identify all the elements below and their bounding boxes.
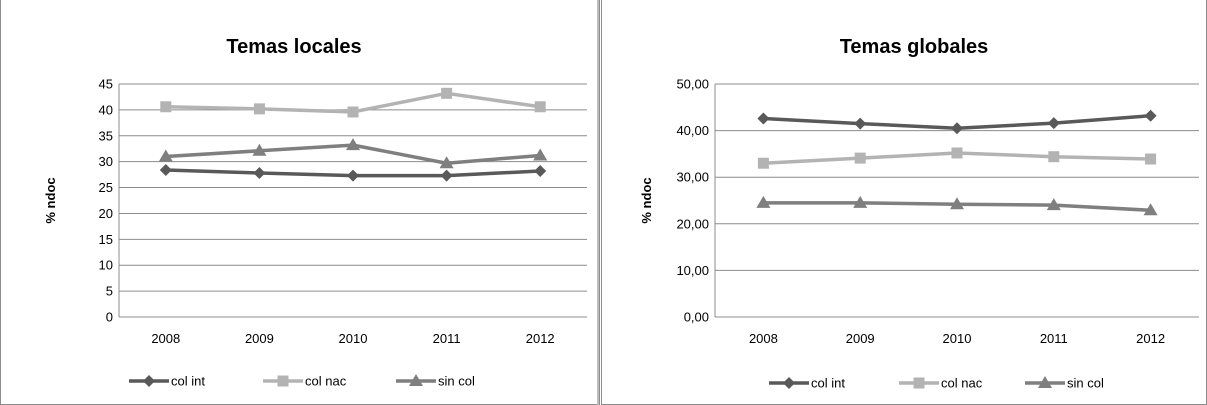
temas-globales-legend-label: col nac	[941, 376, 983, 391]
temas-globales-legend-item-col-int: col int	[769, 376, 845, 391]
temas-locales-point-sin-col	[158, 149, 173, 162]
temas-globales-y-tick-label: 50,00	[676, 77, 709, 92]
panel-divider	[597, 0, 599, 405]
temas-locales-point-col-nac	[253, 103, 265, 115]
temas-globales-y-tick-label: 0,00	[684, 310, 709, 325]
temas-globales-point-sin-col	[756, 195, 771, 208]
temas-locales-legend-item-sin-col: sin col	[396, 374, 475, 389]
temas-globales-legend-item-sin-col: sin col	[1025, 376, 1104, 391]
temas-locales-y-tick-label: 35	[99, 128, 113, 143]
temas-globales-x-tick-label: 2008	[749, 331, 778, 346]
temas-globales-title: Temas globales	[840, 36, 989, 58]
temas-locales-point-sin-col	[533, 148, 548, 161]
temas-locales-series-sin-col	[158, 138, 548, 169]
temas-globales-y-tick-label: 30,00	[676, 170, 709, 185]
temas-locales-x-tick-label: 2008	[151, 331, 180, 346]
temas-locales-point-sin-col	[252, 143, 267, 156]
temas-locales-y-axis-label: % ndoc	[43, 177, 58, 223]
temas-locales-y-tick-label: 20	[99, 206, 113, 221]
temas-globales-legend-item-col-nac: col nac	[899, 376, 983, 391]
temas-globales-point-sin-col	[853, 195, 868, 208]
temas-globales-legend-marker-col-int	[783, 377, 795, 389]
temas-locales-series-col-int	[159, 163, 547, 182]
temas-locales-y-tick-label: 15	[99, 232, 113, 247]
temas-globales-y-tick-label: 20,00	[676, 216, 709, 231]
temas-locales-point-col-nac	[160, 101, 172, 113]
temas-locales-y-tick-label: 5	[106, 284, 113, 299]
temas-globales-legend-label: sin col	[1067, 376, 1104, 391]
temas-locales-point-col-int	[534, 164, 547, 177]
temas-globales-point-col-int	[854, 117, 867, 130]
temas-locales-x-tick-label: 2010	[339, 331, 368, 346]
temas-globales-point-col-nac	[951, 147, 963, 159]
temas-globales-x-tick-label: 2011	[1040, 331, 1068, 346]
temas-locales-x-tick-label: 2009	[245, 331, 274, 346]
temas-locales-y-tick-label: 10	[99, 258, 113, 273]
temas-globales-series-sin-col	[756, 195, 1158, 216]
temas-globales-x-tick-label: 2010	[943, 331, 972, 346]
temas-locales-point-col-nac	[441, 87, 453, 99]
chart-panel-temas-locales: Temas locales % ndoc 0 5 10 15 20 25 30 35 40 45 200…	[0, 0, 600, 405]
temas-globales-point-col-int	[1144, 109, 1157, 122]
temas-globales-point-col-int	[1047, 117, 1060, 130]
temas-locales-legend-marker-col-int	[143, 375, 155, 387]
temas-locales-legend-label: sin col	[438, 374, 475, 389]
temas-globales-point-sin-col	[950, 197, 964, 210]
temas-globales-y-tick-label: 40,00	[676, 123, 709, 138]
temas-locales-legend-item-col-int: col int	[129, 374, 205, 389]
temas-globales-point-col-nac	[1048, 151, 1060, 163]
temas-locales-point-col-nac	[534, 101, 546, 113]
temas-locales-y-tick-label: 0	[106, 310, 113, 325]
temas-locales-point-col-int	[159, 163, 172, 176]
temas-locales-legend-label: col int	[171, 374, 205, 389]
temas-locales-x-tick-label: 2011	[433, 331, 461, 346]
temas-locales-point-col-int	[253, 167, 266, 180]
temas-globales-series-col-nac	[757, 147, 1157, 169]
temas-locales-point-sin-col	[439, 156, 454, 169]
temas-locales-title: Temas locales	[226, 36, 361, 58]
temas-locales-legend-marker-col-nac	[277, 375, 289, 387]
temas-globales-x-tick-label: 2009	[846, 331, 875, 346]
temas-globales-y-tick-label: 10,00	[676, 263, 709, 278]
temas-globales-point-sin-col	[1143, 203, 1158, 216]
temas-globales-point-col-nac	[757, 157, 769, 169]
temas-globales-y-axis-label: % ndoc	[639, 177, 654, 223]
temas-locales-point-col-int	[347, 169, 359, 182]
temas-locales-point-col-int	[440, 169, 453, 182]
temas-globales-legend-marker-col-nac	[913, 377, 925, 389]
temas-globales-series-col-int	[757, 109, 1157, 135]
chart-panel-temas-globales: Temas globales % ndoc 0,00 10,00 20,00 30,00 4…	[601, 0, 1207, 405]
temas-locales-series-col-nac	[160, 87, 546, 118]
chart-temas-locales: Temas locales % ndoc 0 5 10 15 20 25 30 35 40 45 200…	[43, 36, 587, 389]
temas-locales-point-col-nac	[347, 106, 359, 118]
temas-globales-point-col-nac	[1145, 153, 1157, 165]
temas-globales-point-col-int	[757, 112, 770, 125]
temas-globales-point-col-nac	[854, 152, 866, 164]
temas-globales-point-sin-col	[1046, 198, 1061, 211]
temas-globales-legend-marker-sin-col	[1038, 376, 1052, 388]
temas-locales-point-sin-col	[346, 138, 360, 151]
temas-locales-legend-marker-sin-col	[409, 374, 423, 386]
temas-globales-x-tick-label: 2012	[1136, 331, 1165, 346]
temas-locales-legend-item-col-nac: col nac	[263, 374, 347, 389]
temas-locales-legend-label: col nac	[305, 374, 347, 389]
chart-temas-globales: Temas globales % ndoc 0,00 10,00 20,00 30,00 4…	[639, 36, 1199, 391]
temas-locales-y-tick-label: 40	[99, 102, 113, 117]
temas-locales-y-tick-label: 25	[99, 180, 113, 195]
temas-globales-legend-label: col int	[811, 376, 845, 391]
temas-globales-point-col-int	[951, 122, 963, 135]
temas-locales-y-tick-label: 30	[99, 154, 113, 169]
temas-locales-y-tick-label: 45	[99, 77, 113, 92]
temas-locales-x-tick-label: 2012	[526, 331, 555, 346]
